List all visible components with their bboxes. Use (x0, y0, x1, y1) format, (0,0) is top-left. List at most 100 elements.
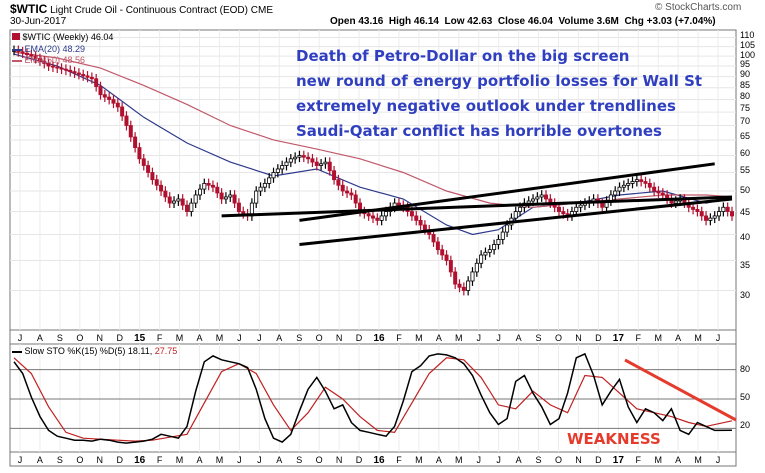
price-candle-body (409, 211, 414, 217)
legend-sto-swatch (12, 350, 22, 353)
y-tick-label: 55 (740, 165, 751, 175)
price-candle-body (254, 190, 259, 204)
open-value: Open 43.16 (330, 16, 384, 27)
price-candle-body (215, 186, 220, 194)
price-candle-body (617, 186, 622, 192)
price-candle-body (643, 181, 648, 184)
price-candle-body (414, 215, 419, 221)
x-tick-label: A (37, 455, 43, 465)
x-tick-label: M (415, 333, 423, 343)
ema50-line (13, 51, 733, 208)
price-candle-body (206, 182, 211, 186)
price-candle-body (46, 63, 51, 67)
price-candle-body (55, 66, 60, 69)
x-tick-label: S (296, 455, 302, 465)
x-tick-label: N (97, 333, 104, 343)
x-tick-label: D (356, 455, 363, 465)
price-candle-body (483, 251, 488, 256)
price-candle-body (176, 198, 181, 202)
sto-k-line (13, 352, 733, 444)
x-tick-label: J (237, 333, 242, 343)
x-tick-label: F (636, 333, 642, 343)
price-candle-body (163, 190, 168, 198)
y-tick-label: 45 (740, 207, 751, 217)
x-tick-label: D (116, 333, 123, 343)
trendline-layer (221, 162, 733, 246)
x-tick-label: O (316, 333, 323, 343)
sto-d-line (13, 357, 733, 442)
price-candle-body (284, 161, 289, 166)
price-candle-body (63, 68, 68, 71)
price-candle-body (345, 190, 350, 194)
price-candle-body (340, 184, 345, 192)
y-tick-label: 70 (740, 116, 751, 126)
price-candle-body (310, 158, 315, 163)
price-candle-body (29, 54, 34, 57)
price-candle-body (626, 182, 631, 186)
symbol-description: Light Crude Oil - Continuous Contract (E… (50, 5, 248, 16)
annotation-line-4: Saudi-Qatar conflict has horrible overto… (296, 122, 662, 140)
x-tick-label: J (716, 333, 721, 343)
price-candle-body (210, 184, 215, 188)
price-candle-body (574, 206, 579, 212)
x-tick-label: A (675, 455, 681, 465)
x-tick-label: 16 (373, 333, 385, 344)
price-candle-body (708, 217, 713, 221)
volume-value: Volume 3.6M (558, 16, 619, 27)
price-candle-body (76, 72, 81, 75)
x-tick-label: A (196, 333, 202, 343)
sto-y-tick-label: 20 (740, 420, 751, 430)
price-candle-body (280, 165, 285, 170)
price-candle-body (327, 161, 332, 172)
price-candle-body (613, 190, 618, 196)
price-candle-body (275, 168, 280, 173)
annotation-line-1: Death of Petro-Dollar on the big screen (296, 47, 630, 65)
price-candle-body (639, 179, 644, 182)
price-candle-body (712, 215, 717, 219)
y-tick-label: 60 (740, 148, 751, 158)
price-candle-body (634, 179, 639, 182)
price-candle-body (431, 234, 436, 243)
y-tick-label: 100 (740, 50, 756, 60)
weakness-label: WEAKNESS (567, 430, 661, 448)
x-tick-label: 17 (613, 455, 625, 466)
x-tick-label: J (18, 455, 23, 465)
price-candle-body (133, 136, 138, 148)
x-tick-label: A (516, 455, 522, 465)
price-candle-body (81, 74, 86, 77)
price-candle-body (492, 244, 497, 251)
price-candle-body (600, 202, 605, 208)
sto-y-tick-label: 50 (740, 392, 751, 402)
price-candle-body (137, 147, 142, 160)
price-candle-body (496, 239, 501, 245)
price-candle-body (652, 186, 657, 192)
price-candle-body (85, 75, 90, 78)
price-candle-body (128, 125, 133, 138)
price-candle-body (621, 184, 626, 188)
x-tick-label: D (116, 455, 123, 465)
x-tick-label: F (636, 455, 642, 465)
low-value: Low 42.63 (444, 16, 493, 27)
price-candle-body (578, 204, 583, 208)
price-candle-body (691, 206, 696, 210)
price-candle-body (647, 182, 652, 188)
price-candle-body (141, 158, 146, 166)
y-tick-label: 75 (740, 103, 751, 113)
exchange: CME (250, 5, 273, 16)
x-tick-label: O (76, 455, 83, 465)
price-candle-body (197, 188, 202, 196)
price-candle-body (33, 55, 38, 59)
price-candle-body (535, 196, 540, 200)
x-tick-label: A (196, 455, 202, 465)
price-candle-body (314, 161, 319, 166)
legend-ema50-label: EMA(50) 48.56 (24, 55, 86, 65)
y-tick-label: 30 (740, 290, 751, 300)
x-tick-layer: J A S O N D 15 F M A M J J A S O N D 16 F M A M J J A S O N D 17 F M A M J J… (18, 333, 721, 466)
price-candle-body (24, 52, 29, 56)
price-candle-body (98, 86, 103, 96)
legend-price: $WTIC (Weekly) 46.04 (12, 32, 113, 42)
price-candle-body (383, 211, 388, 217)
x-tick-label: 16 (134, 455, 146, 466)
price-candle-body (366, 213, 371, 217)
price-candle-body (457, 283, 462, 288)
